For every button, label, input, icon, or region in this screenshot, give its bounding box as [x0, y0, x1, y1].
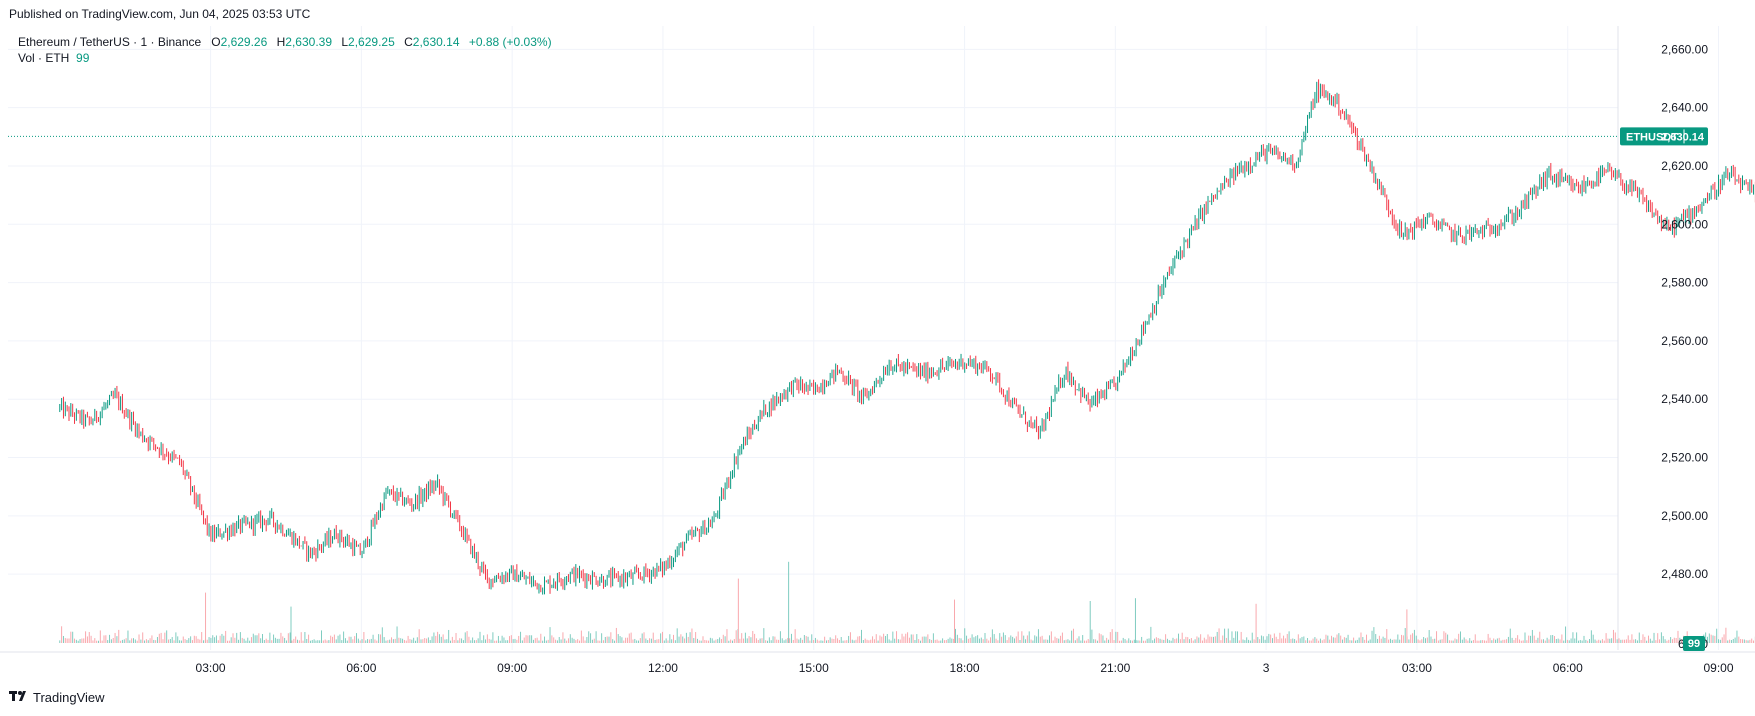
- volume-bars: [59, 561, 1755, 643]
- time-tick-label: 03:00: [196, 661, 226, 675]
- price-tick-label: 2,480.00: [1661, 567, 1708, 581]
- volume-badge: [1683, 636, 1705, 651]
- chart-grid: [8, 26, 1720, 650]
- price-tick-label: 2,660.00: [1661, 42, 1708, 56]
- high-label: H: [276, 35, 286, 49]
- time-tick-label: 09:00: [1704, 661, 1734, 675]
- footer-brand: TradingView: [9, 690, 105, 705]
- volume-row: Vol · ETH 99: [18, 50, 558, 66]
- time-tick-label: 18:00: [950, 661, 980, 675]
- time-tick-label: 3: [1263, 661, 1270, 675]
- volume-badge-label: 99: [1688, 638, 1700, 650]
- symbol-badge-label: ETHUSDT: [1626, 131, 1678, 143]
- time-tick-label: 06:00: [346, 661, 376, 675]
- price-tick-label: 2,600.00: [1661, 217, 1708, 231]
- price-tick-label: 2,620.00: [1661, 159, 1708, 173]
- price-tick-label: 2,520.00: [1661, 451, 1708, 465]
- time-axis[interactable]: 03:00 06:00 09:00 12:00 15:00 18:00 21:00 3 03:0…: [196, 661, 1755, 675]
- price-tick-label: 2,640.00: [1661, 101, 1708, 115]
- price-tick-label: 2,500.00: [1661, 509, 1708, 523]
- symbol-title[interactable]: Ethereum / TetherUS · 1 · Binance: [18, 35, 202, 49]
- tradingview-brand: TradingView: [33, 690, 105, 705]
- close-value: 2,630.14: [412, 35, 460, 49]
- symbol-badge: [1620, 127, 1708, 146]
- tradingview-logo-icon: [9, 690, 29, 705]
- time-tick-label: 15:00: [799, 661, 829, 675]
- candles: [59, 79, 1755, 595]
- change-value: +0.88 (+0.03%): [468, 35, 552, 49]
- last-price-badge-label: 2,630.14: [1661, 131, 1705, 143]
- time-tick-label: 06:00: [1553, 661, 1583, 675]
- volume-value: 99: [76, 51, 90, 65]
- low-value: 2,629.25: [348, 35, 395, 49]
- price-tick-label: 2,560.00: [1661, 334, 1708, 348]
- time-tick-label: 09:00: [497, 661, 527, 675]
- published-caption: Published on TradingView.com, Jun 04, 20…: [9, 7, 311, 21]
- legend-header: Ethereum / TetherUS · 1 · Binance O2,629…: [18, 34, 558, 66]
- close-label: C: [404, 35, 413, 49]
- open-value: 2,629.26: [220, 35, 268, 49]
- ohlc-row: Ethereum / TetherUS · 1 · Binance O2,629…: [18, 34, 558, 50]
- time-tick-label: 03:00: [1402, 661, 1432, 675]
- volume-label[interactable]: Vol · ETH: [18, 51, 70, 65]
- time-tick-label: 21:00: [1100, 661, 1130, 675]
- time-tick-label: 12:00: [648, 661, 678, 675]
- low-label: L: [341, 35, 349, 49]
- price-tick-label: 2,540.00: [1661, 392, 1708, 406]
- high-value: 2,630.39: [285, 35, 333, 49]
- open-label: O: [211, 35, 221, 49]
- price-tick-label: 2,580.00: [1661, 276, 1708, 290]
